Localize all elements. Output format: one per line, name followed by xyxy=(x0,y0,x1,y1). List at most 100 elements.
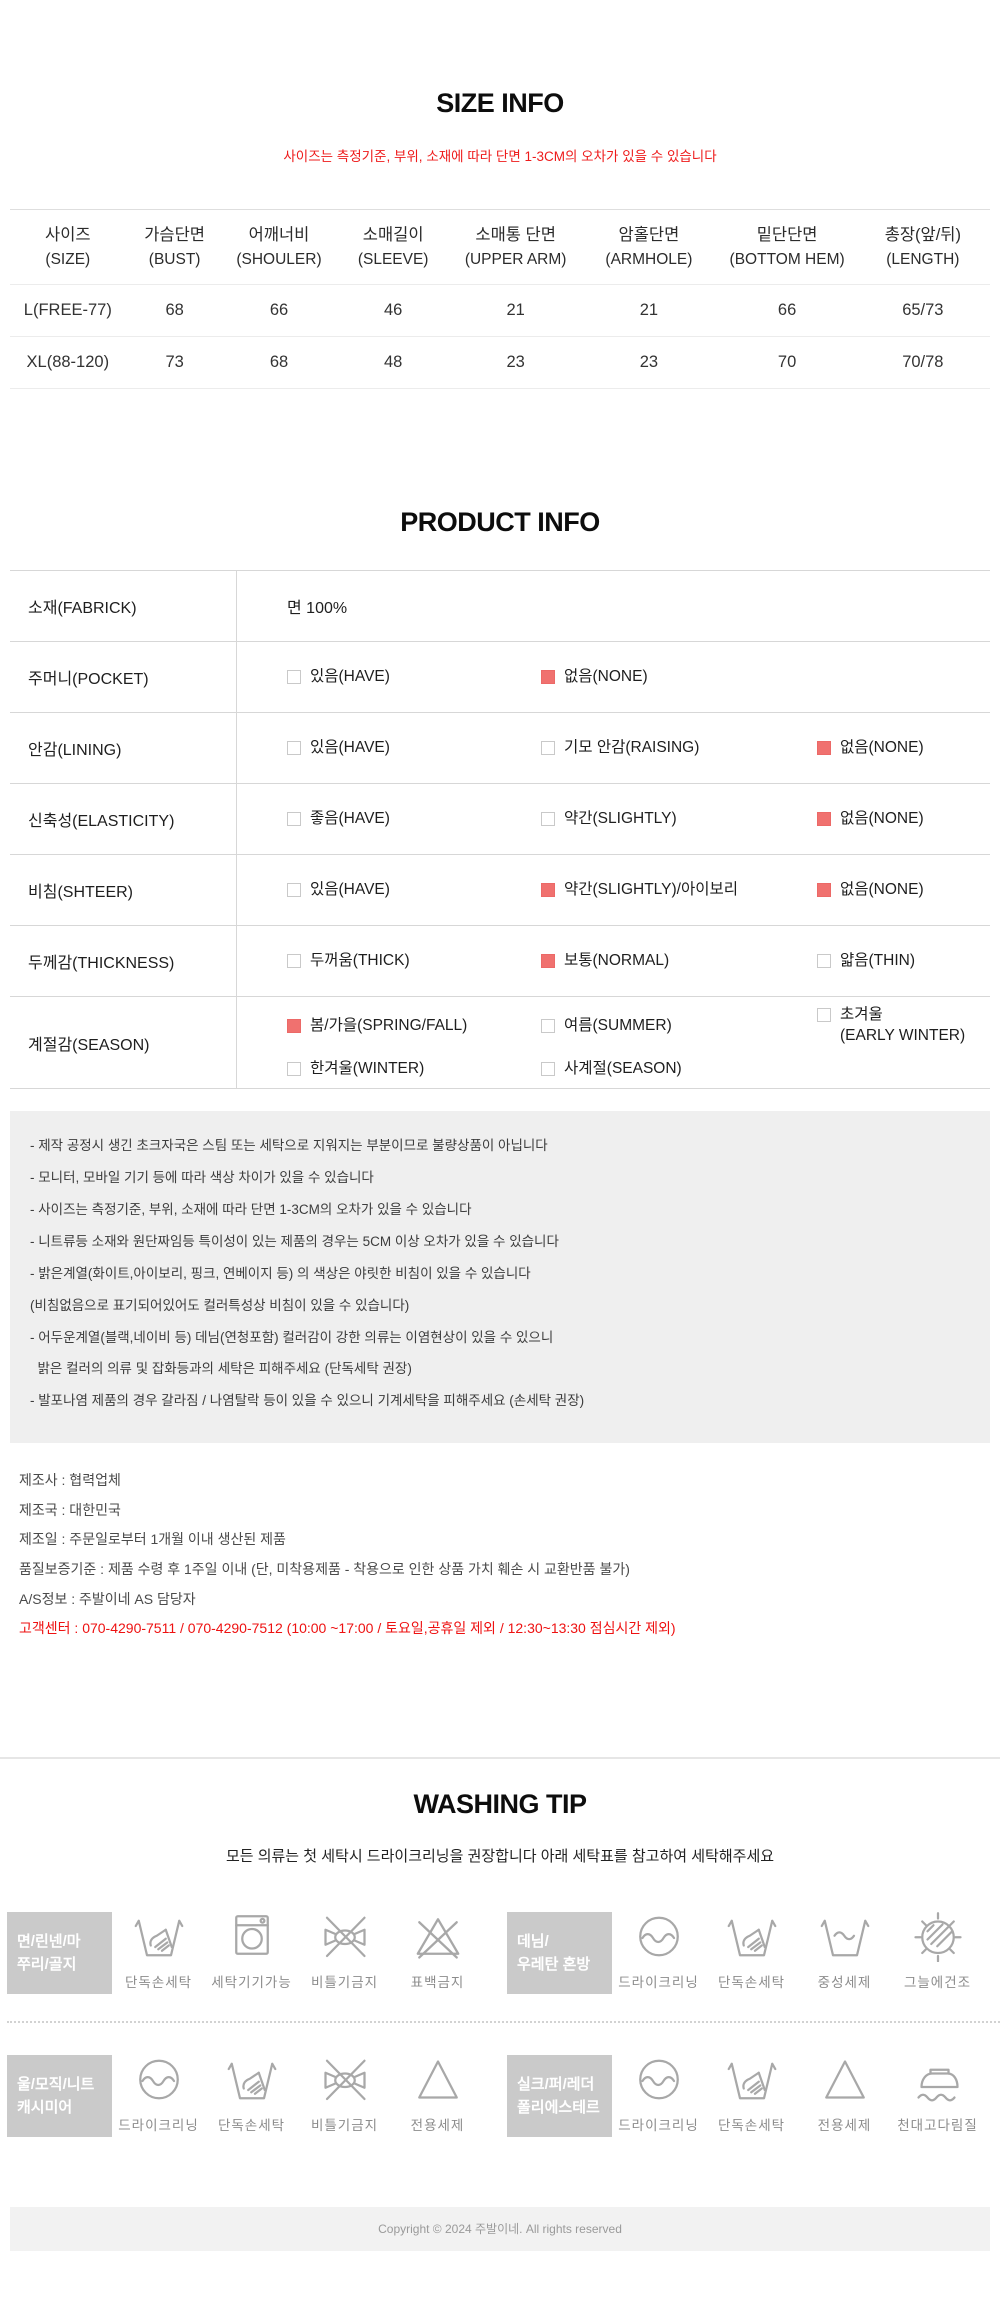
no-bleach-icon xyxy=(391,1908,484,1962)
maker-info-line: 제조사 : 협력업체 xyxy=(19,1472,121,1489)
product-row-value: 면 100% xyxy=(287,600,348,617)
size-col-header-en: (UPPER ARM) xyxy=(464,250,567,268)
wash-icon-list: 드라이크리닝 단독손세탁 비틀기금지 전용세제 xyxy=(112,2051,484,2134)
size-table: 사이즈 (SIZE) 가슴단면 (BUST) 어깨너비 (SHOULER) 소매길이 (SLE… xyxy=(10,209,990,389)
option-label: 약간(SLIGHTLY)/아이보리 xyxy=(564,880,738,898)
hand-wash-icon xyxy=(705,2051,798,2105)
copyright-text: Copyright © 2024 주발이네. All rights reserv… xyxy=(378,2222,622,2237)
fabric-group-label: 울/모직/니트 캐시미어 xyxy=(7,2054,112,2137)
product-row: 비침(SHTEER) 있음(HAVE) 약간(SLIGHTLY)/아이보리 없음(NO… xyxy=(10,855,990,926)
washing-tip-title: WASHING TIP xyxy=(413,1788,587,1819)
option-unchecked: 있음(HAVE) xyxy=(287,880,541,901)
wash-symbol-label: 드라이크리닝 xyxy=(618,2117,699,2133)
maker-info-block: 제조사 : 협력업체 제조국 : 대한민국 제조일 : 주문일로부터 1개월 이내 … xyxy=(19,1471,981,1639)
option-label: 있음(HAVE) xyxy=(310,738,390,756)
checkbox-checked-icon xyxy=(541,882,555,897)
size-col-header-ko: 암홀단면 xyxy=(618,226,680,244)
maker-info-line: A/S정보 : 주발이네 AS 담당자 xyxy=(19,1590,196,1607)
option-unchecked: 기모 안감(RAISING) xyxy=(541,738,817,759)
notice-line: - 밝은계열(화이트,아이보리, 핑크, 연베이지 등) 의 색상은 야릿한 비… xyxy=(30,1265,531,1281)
wash-symbol: 세탁기기가능 xyxy=(205,1908,298,1991)
size-col-header: 밑단단면 (BOTTOM HEM) xyxy=(718,209,856,285)
size-col-header-ko: 소매통 단면 xyxy=(475,226,556,244)
size-col-header: 암홀단면 (ARMHOLE) xyxy=(579,209,719,285)
option-checked: 없음(NONE) xyxy=(541,667,817,688)
wash-icon-list: 드라이크리닝 단독손세탁 중성세제 그늘에건조 xyxy=(612,1908,984,1991)
notice-line: (비침없음으로 표기되어있어도 컬러특성상 비침이 있을 수 있습니다) xyxy=(30,1297,410,1313)
option-label: 봄/가을(SPRING/FALL) xyxy=(310,1016,468,1034)
size-info-title: SIZE INFO xyxy=(436,88,564,118)
size-cell: 68 xyxy=(223,336,335,389)
product-info-table: 소재(FABRICK) 면 100% 주머니(POCKET) 있음(HAVE) 없음(N… xyxy=(10,570,990,1089)
product-row-label: 계절감(SEASON) xyxy=(10,997,237,1088)
option-label: 사계절(SEASON) xyxy=(564,1059,682,1077)
product-row-content: 좋음(HAVE) 약간(SLIGHTLY) 없음(NONE) xyxy=(237,784,990,854)
checkbox-checked-icon xyxy=(541,953,555,968)
wash-symbol-label: 단독손세탁 xyxy=(717,2117,786,2133)
size-cell: 48 xyxy=(334,336,452,389)
size-col-header-ko: 어깨너비 xyxy=(248,226,310,244)
wash-symbol-label: 전용세제 xyxy=(817,2117,872,2133)
wash-icon-list: 드라이크리닝 단독손세탁 전용세제 천대고다림질 xyxy=(612,2051,984,2134)
option-label: 없음(NONE) xyxy=(564,667,648,685)
size-table-row: L(FREE-77) 68 66 46 21 21 66 65/73 xyxy=(10,284,990,337)
notice-box: - 제작 공정시 생긴 초크자국은 스팀 또는 세탁으로 지워지는 부분이므로 … xyxy=(10,1111,990,1444)
neutral-detergent-icon xyxy=(798,1908,891,1962)
notice-line: - 제작 공정시 생긴 초크자국은 스팀 또는 세탁으로 지워지는 부분이므로 … xyxy=(30,1138,548,1153)
option-label: 보통(NORMAL) xyxy=(564,951,670,969)
wash-symbol-label: 단독손세탁 xyxy=(717,1974,786,1990)
option-unchecked: 사계절(SEASON) xyxy=(541,1059,817,1080)
maker-info-line: 제조일 : 주문일로부터 1개월 이내 생산된 제품 xyxy=(19,1531,286,1548)
wash-symbol: 전용세제 xyxy=(798,2051,891,2134)
checkbox-checked-icon xyxy=(817,811,831,826)
checkbox-checked-icon xyxy=(541,669,555,684)
notice-line: - 사이즈는 측정기준, 부위, 소재에 따라 단면 1-3CM의 오차가 있을… xyxy=(30,1201,472,1217)
size-cell: 23 xyxy=(451,336,580,389)
option-label: 없음(NONE) xyxy=(840,880,924,898)
machine-wash-icon xyxy=(205,1908,298,1962)
checkbox-unchecked-icon xyxy=(287,953,301,968)
wash-symbol-label: 단독손세탁 xyxy=(124,1974,193,1990)
product-row-content: 있음(HAVE) 약간(SLIGHTLY)/아이보리 없음(NONE) xyxy=(237,855,990,925)
wash-symbol: 비틀기금지 xyxy=(298,1908,391,1991)
size-cell: 66 xyxy=(223,284,335,337)
size-col-header-ko: 밑단단면 xyxy=(756,226,818,244)
fabric-group-label: 실크/퍼/레더 폴리에스테르 xyxy=(507,2054,612,2137)
notice-line: 밝은 컬러의 의류 및 잡화등과의 세탁은 피해주세요 (단독세탁 권장) xyxy=(30,1361,412,1377)
product-row-content: 있음(HAVE) 없음(NONE) xyxy=(237,642,990,712)
wash-symbol-label: 드라이크리닝 xyxy=(118,2117,199,2133)
product-row-content: 있음(HAVE) 기모 안감(RAISING) 없음(NONE) xyxy=(237,713,990,783)
size-col-header-ko: 소매길이 xyxy=(362,226,424,244)
size-info-subtitle: 사이즈는 측정기준, 부위, 소재에 따라 단면 1-3CM의 오차가 있을 수… xyxy=(283,149,717,164)
dry-clean-icon xyxy=(112,2051,205,2105)
checkbox-unchecked-icon xyxy=(287,1061,301,1076)
size-col-header: 가슴단면 (BUST) xyxy=(125,209,224,285)
wash-symbol-label: 전용세제 xyxy=(410,2117,465,2133)
size-table-header: 사이즈 (SIZE) 가슴단면 (BUST) 어깨너비 (SHOULER) 소매길이 (SLE… xyxy=(10,209,990,285)
option-label: 없음(NONE) xyxy=(840,809,924,827)
checkbox-unchecked-icon xyxy=(817,953,831,968)
notice-line: - 니트류등 소재와 원단짜임등 특이성이 있는 제품의 경우는 5CM 이상 … xyxy=(30,1233,559,1249)
wash-symbol-label: 비틀기금지 xyxy=(310,2117,379,2133)
option-label: 있음(HAVE) xyxy=(310,667,390,685)
product-row: 신축성(ELASTICITY) 좋음(HAVE) 약간(SLIGHTLY) 없음(NO… xyxy=(10,784,990,855)
product-row-content: 봄/가을(SPRING/FALL) 여름(SUMMER) 초겨울 (EARLY WI… xyxy=(237,997,990,1088)
product-row-label: 안감(LINING) xyxy=(10,713,237,783)
product-row-label: 소재(FABRICK) xyxy=(10,571,237,641)
size-cell: 68 xyxy=(125,284,224,337)
wash-symbol-label: 표백금지 xyxy=(410,1974,465,1990)
option-label: 두꺼움(THICK) xyxy=(310,951,410,969)
option-label: 있음(HAVE) xyxy=(310,880,390,898)
size-col-header-ko: 총장(앞/뒤) xyxy=(884,226,961,244)
size-col-header: 사이즈 (SIZE) xyxy=(10,209,126,285)
size-cell: XL(88-120) xyxy=(10,336,126,389)
notice-line: - 발포나염 제품의 경우 갈라짐 / 나염탈락 등이 있을 수 있으니 기계세… xyxy=(30,1393,585,1409)
size-col-header-en: (LENGTH) xyxy=(886,250,960,268)
option-label: 한겨울(WINTER) xyxy=(310,1059,425,1077)
no-wring-icon xyxy=(298,2051,391,2105)
wash-symbol: 단독손세탁 xyxy=(705,2051,798,2134)
size-cell: 21 xyxy=(451,284,580,337)
washing-tip-subtitle: 모든 의류는 첫 세탁시 드라이크리닝을 권장합니다 아래 세탁표를 참고하여 … xyxy=(225,1847,775,1865)
